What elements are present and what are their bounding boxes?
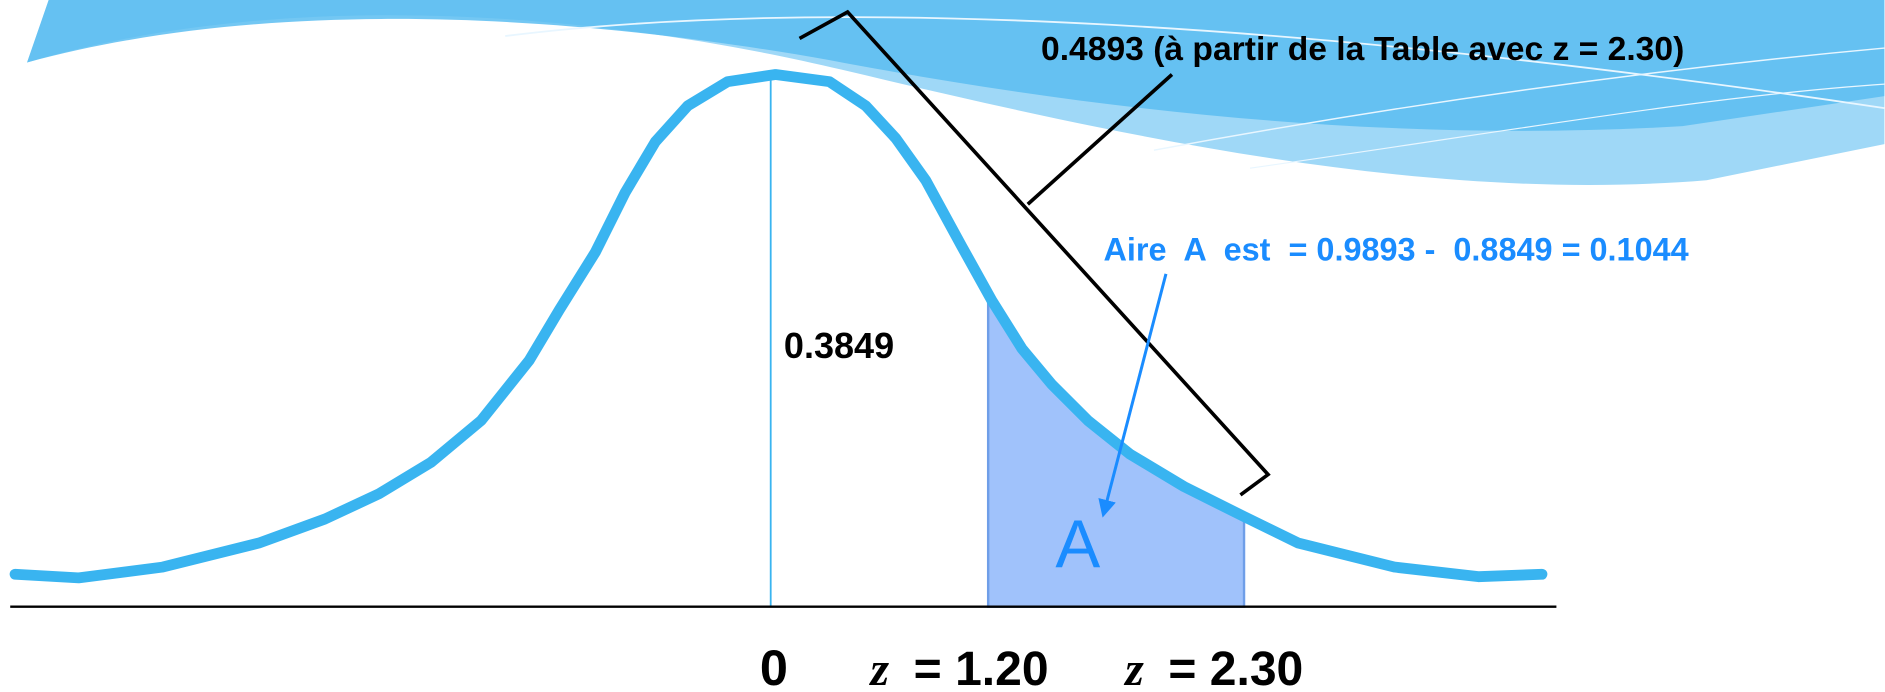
center-area: 0.3849 xyxy=(784,325,894,366)
axis-variable: z xyxy=(1123,643,1144,692)
axis-label: = 2.30 xyxy=(1168,643,1303,692)
page: 0.4893 (à partir de la Table avec z = 2.… xyxy=(0,0,1885,692)
axis-variable: z xyxy=(868,643,889,692)
axis-label: 0 xyxy=(760,639,788,692)
axis-label: = 1.20 xyxy=(914,643,1049,692)
area-formula: Aire A est = 0.9893 - 0.8849 = 0.1044 xyxy=(1103,232,1688,268)
table-note: 0.4893 (à partir de la Table avec z = 2.… xyxy=(1041,31,1684,68)
slide: 0.4893 (à partir de la Table avec z = 2.… xyxy=(0,0,1885,692)
area-label: A xyxy=(1055,507,1100,582)
